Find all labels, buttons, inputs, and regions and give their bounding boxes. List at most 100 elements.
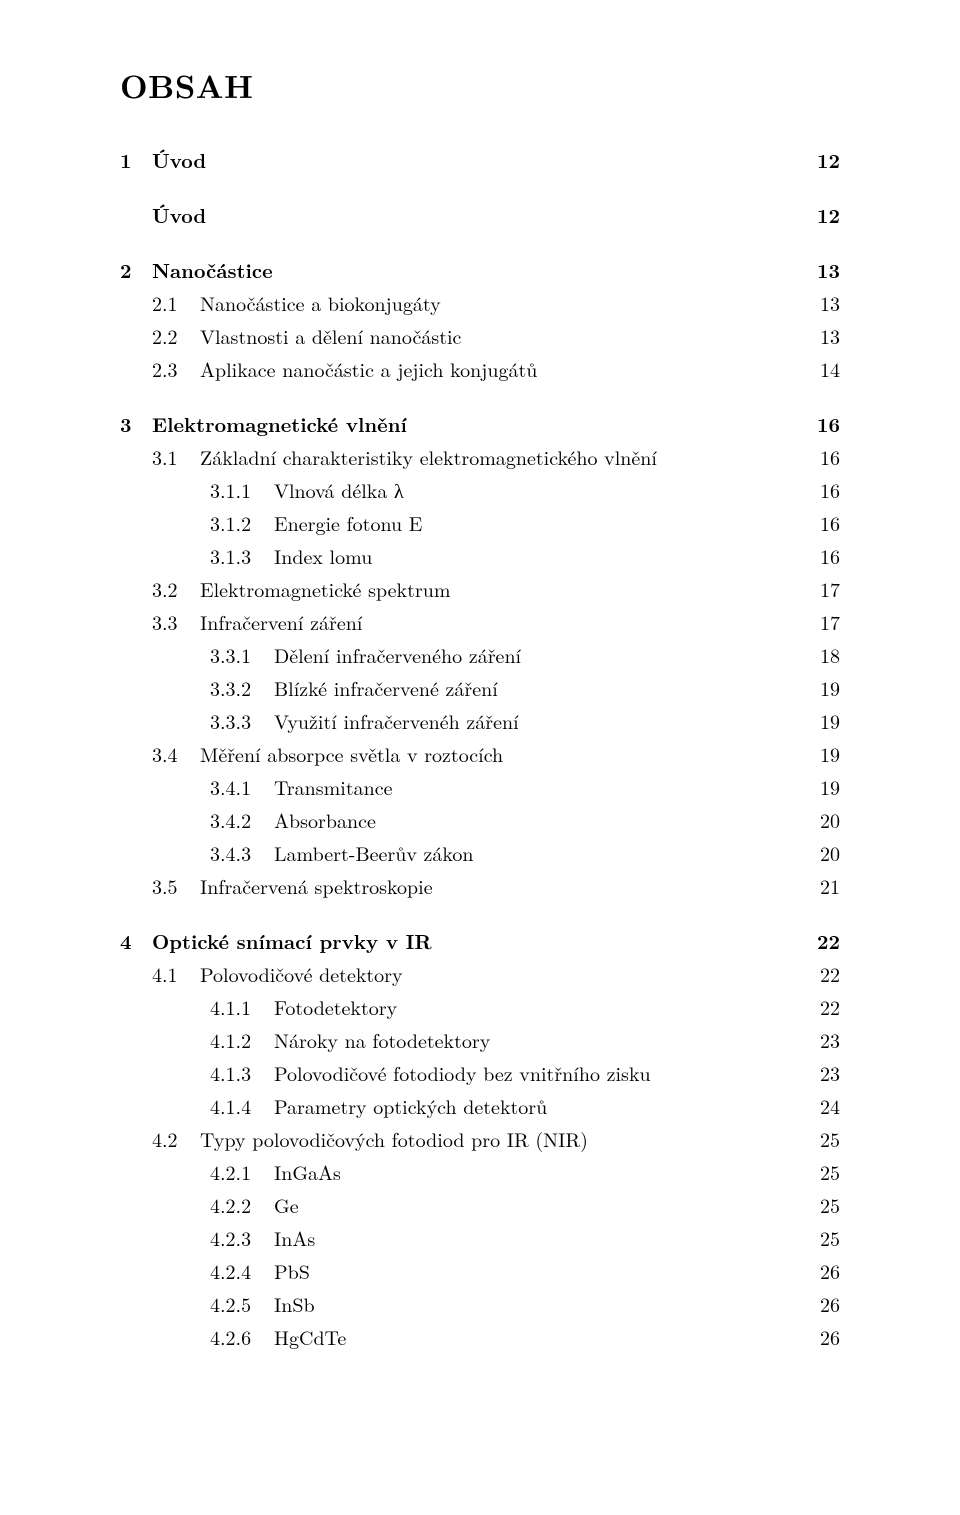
toc-entry-number: 4.2.3 bbox=[210, 1221, 274, 1254]
toc-entry-number: 4.2.6 bbox=[210, 1320, 274, 1353]
toc-entry-page: 20 bbox=[790, 803, 840, 836]
toc-entry-title: Ge bbox=[274, 1190, 299, 1219]
toc-entry-page: 16 bbox=[790, 506, 840, 539]
toc-entry: 4.2.1InGaAs25 bbox=[120, 1155, 840, 1188]
toc-entry-number: 2.3 bbox=[152, 352, 200, 385]
toc-entry-title: Aplikace nanočástic a jejich konjugátů bbox=[200, 354, 537, 383]
toc-entry-label: 4.2.5InSb bbox=[210, 1287, 323, 1320]
toc-entry-page: 12 bbox=[790, 198, 840, 231]
toc-entry-label: 3.5Infračervená spektroskopie bbox=[152, 869, 441, 902]
toc-entry-number: 3.1.2 bbox=[210, 506, 274, 539]
toc-entry-number: 3.1.3 bbox=[210, 539, 274, 572]
toc-entry-title: Fotodetektory bbox=[274, 992, 397, 1021]
toc-entry-title: Lambert-Beerův zákon bbox=[274, 838, 474, 867]
toc-entry-page: 16 bbox=[790, 473, 840, 506]
toc-entry-title: Infračervení záření bbox=[200, 607, 362, 636]
toc-entry-title: Parametry optických detektorů bbox=[274, 1091, 547, 1120]
toc-entry-page: 13 bbox=[790, 286, 840, 319]
toc-entry: 3.5Infračervená spektroskopie21 bbox=[120, 869, 840, 902]
toc-entry: 3Elektromagnetické vlnění16 bbox=[120, 407, 840, 440]
toc-entry-number: 3.3.2 bbox=[210, 671, 274, 704]
toc-entry-number: 3.4.3 bbox=[210, 836, 274, 869]
toc-entry-page: 25 bbox=[790, 1155, 840, 1188]
toc-entry-page: 14 bbox=[790, 352, 840, 385]
toc-entry: 4.1.1Fotodetektory 22 bbox=[120, 990, 840, 1023]
toc-entry-number: 4.2 bbox=[152, 1122, 200, 1155]
toc-entry: 3.1.1Vlnová délka λ16 bbox=[120, 473, 840, 506]
toc-entry-title: HgCdTe bbox=[274, 1322, 346, 1351]
toc-entry-page: 19 bbox=[790, 704, 840, 737]
toc-entry: 3.1.3Index lomu 16 bbox=[120, 539, 840, 572]
toc-entry-title: Nároky na fotodetektory bbox=[274, 1025, 490, 1054]
page: OBSAH 1Úvod12Úvod122Nanočástice132.1Nano… bbox=[0, 0, 960, 1515]
toc-entry-title: InGaAs bbox=[274, 1157, 341, 1186]
toc-entry-number: 3.3.1 bbox=[210, 638, 274, 671]
toc-entry-number: 4.1.4 bbox=[210, 1089, 274, 1122]
toc-entry-title: Blízké infračervené záření bbox=[274, 673, 498, 702]
toc-entry-label: 2.1Nanočástice a biokonjugáty bbox=[152, 286, 449, 319]
toc-entry-number: 3.3.3 bbox=[210, 704, 274, 737]
toc-entry: 2.1Nanočástice a biokonjugáty 13 bbox=[120, 286, 840, 319]
toc-entry-title: Nanočástice bbox=[152, 255, 273, 284]
toc-entry-title: Úvod bbox=[152, 200, 206, 229]
toc-entry: 3.4.1Transmitance19 bbox=[120, 770, 840, 803]
toc-entry: 4Optické snímací prvky v IR22 bbox=[120, 924, 840, 957]
toc-entry: 3.4.2Absorbance 20 bbox=[120, 803, 840, 836]
toc-entry-page: 23 bbox=[790, 1056, 840, 1089]
toc-entry-label: 4.2Typy polovodičových fotodiod pro IR (… bbox=[152, 1122, 596, 1155]
toc-entry-label: 3.3.2Blízké infračervené záření bbox=[210, 671, 506, 704]
toc-entry: 2Nanočástice13 bbox=[120, 253, 840, 286]
toc-entry: 2.2Vlastnosti a dělení nanočástic 13 bbox=[120, 319, 840, 352]
toc-entry-title: Vlastnosti a dělení nanočástic bbox=[200, 321, 461, 350]
toc-entry-label: 3.4.1Transmitance bbox=[210, 770, 401, 803]
toc-entry-title: Infračervená spektroskopie bbox=[200, 871, 433, 900]
toc-entry-number: 3.1 bbox=[152, 440, 200, 473]
toc-entry-label: 4.2.6HgCdTe bbox=[210, 1320, 354, 1353]
toc-entry-label: 1Úvod bbox=[120, 143, 214, 176]
toc-entry: 1Úvod12 bbox=[120, 143, 840, 176]
toc-entry-page: 16 bbox=[790, 539, 840, 572]
toc-entry-label: 4.1Polovodičové detektory bbox=[152, 957, 411, 990]
toc-entry-title: Optické snímací prvky v IR bbox=[152, 926, 432, 955]
toc-entry-number: 4.1.2 bbox=[210, 1023, 274, 1056]
toc-entry: 4.1.4Parametry optických detektorů24 bbox=[120, 1089, 840, 1122]
toc-entry-title: PbS bbox=[274, 1256, 310, 1285]
toc-title: OBSAH bbox=[120, 60, 840, 113]
toc-entry-number: 3.2 bbox=[152, 572, 200, 605]
toc-entry: 3.1.2Energie fotonu E16 bbox=[120, 506, 840, 539]
toc-entry-page: 13 bbox=[790, 319, 840, 352]
toc-entry-page: 26 bbox=[790, 1287, 840, 1320]
toc-entry-number: 4.1.1 bbox=[210, 990, 274, 1023]
toc-entry-number: 1 bbox=[120, 143, 152, 176]
toc-entry-label: 3.4Měření absorpce světla v roztocích bbox=[152, 737, 511, 770]
toc-entry: 3.3.2Blízké infračervené záření19 bbox=[120, 671, 840, 704]
toc-entry-label: 3.1.3Index lomu bbox=[210, 539, 380, 572]
toc-entry-label: 3.2Elektromagnetické spektrum bbox=[152, 572, 459, 605]
toc-entry: 3.4Měření absorpce světla v roztocích19 bbox=[120, 737, 840, 770]
toc-entry-page: 22 bbox=[790, 957, 840, 990]
toc-entry: Úvod 12 bbox=[120, 198, 840, 231]
toc-entry-title: Typy polovodičových fotodiod pro IR (NIR… bbox=[200, 1124, 588, 1153]
toc-entry-label: 4.1.4Parametry optických detektorů bbox=[210, 1089, 555, 1122]
toc-entry-title: Měření absorpce světla v roztocích bbox=[200, 739, 503, 768]
toc-entry-label: 4.1.3Polovodičové fotodiody bez vnitřníh… bbox=[210, 1056, 659, 1089]
toc-entry-label: 2.2Vlastnosti a dělení nanočástic bbox=[152, 319, 469, 352]
toc-entry-label: 3.4.2Absorbance bbox=[210, 803, 384, 836]
toc-entry: 4.2.3InAs25 bbox=[120, 1221, 840, 1254]
toc-entry-label: 4.1.2Nároky na fotodetektory bbox=[210, 1023, 498, 1056]
toc-entry-label: 3.3.3Využití infračervenéh záření bbox=[210, 704, 527, 737]
toc-entry-number: 3.1.1 bbox=[210, 473, 274, 506]
toc-entry-label: 2Nanočástice bbox=[120, 253, 281, 286]
toc-entry-page: 22 bbox=[790, 990, 840, 1023]
toc-entry: 4.1Polovodičové detektory 22 bbox=[120, 957, 840, 990]
toc-entry: 4.2.2Ge25 bbox=[120, 1188, 840, 1221]
toc-entry-label: 3.3.1Dělení infračerveného záření bbox=[210, 638, 529, 671]
toc-entry: 4.2Typy polovodičových fotodiod pro IR (… bbox=[120, 1122, 840, 1155]
toc-entry-page: 18 bbox=[790, 638, 840, 671]
toc-entry-title: InSb bbox=[274, 1289, 315, 1318]
toc-entry: 3.3Infračervení záření17 bbox=[120, 605, 840, 638]
toc-entry-label: 4.1.1Fotodetektory bbox=[210, 990, 405, 1023]
toc-entry-page: 25 bbox=[790, 1188, 840, 1221]
toc-entry-label: 3Elektromagnetické vlnění bbox=[120, 407, 415, 440]
toc-entry-page: 20 bbox=[790, 836, 840, 869]
